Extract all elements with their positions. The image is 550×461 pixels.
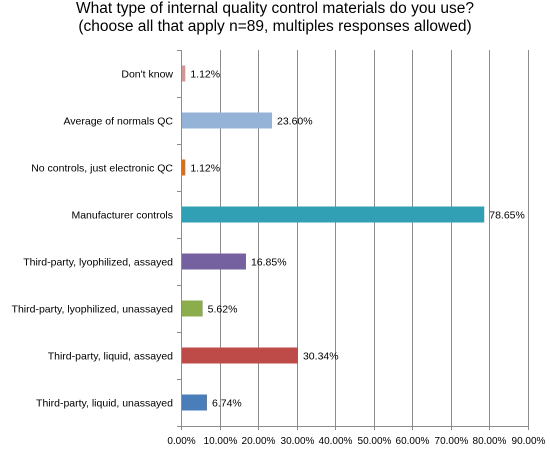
category-label: No controls, just electronic QC xyxy=(31,163,173,175)
x-tick-label: 20.00% xyxy=(242,436,276,447)
labels: 0.00% 10.00% 20.00% 30.00% 40.00% 50.00% 60.00… xyxy=(12,69,546,448)
category-label: Don't know xyxy=(121,69,173,81)
data-label: 16.85% xyxy=(251,257,287,269)
bars xyxy=(182,65,485,411)
bar xyxy=(182,253,246,270)
category-label: Average of normals QC xyxy=(63,116,173,128)
category-label: Third-party, liquid, unassayed xyxy=(36,398,173,410)
data-label: 1.12% xyxy=(190,163,220,175)
category-label: Third-party, lyophilized, assayed xyxy=(23,257,173,269)
bar xyxy=(182,65,186,82)
bar xyxy=(182,347,298,364)
chart-title-line-1: What type of internal quality control ma… xyxy=(75,0,475,17)
bar xyxy=(182,159,186,176)
x-tick-label: 40.00% xyxy=(319,436,353,447)
category-label: Manufacturer controls xyxy=(71,210,173,222)
bar xyxy=(182,394,207,411)
x-tick-label: 0.00% xyxy=(167,436,195,447)
bar xyxy=(182,300,203,317)
x-tick-label: 50.00% xyxy=(358,436,392,447)
x-tick-label: 60.00% xyxy=(396,436,430,447)
data-label: 23.60% xyxy=(277,116,313,128)
gridlines xyxy=(220,50,529,426)
data-label: 30.34% xyxy=(303,351,339,363)
x-tick-label: 80.00% xyxy=(473,436,507,447)
axes xyxy=(177,50,529,430)
chart-title-line-2: (choose all that apply n=89, multiples r… xyxy=(78,18,472,35)
data-label: 1.12% xyxy=(190,69,220,81)
x-tick-label: 10.00% xyxy=(204,436,238,447)
x-tick-label: 90.00% xyxy=(512,436,546,447)
x-tick-label: 30.00% xyxy=(281,436,315,447)
category-label: Third-party, liquid, assayed xyxy=(48,351,173,363)
x-tick-label: 70.00% xyxy=(435,436,469,447)
bar xyxy=(182,206,485,223)
bar xyxy=(182,112,272,129)
data-label: 6.74% xyxy=(212,398,242,410)
data-label: 78.65% xyxy=(489,210,525,222)
chart-title: What type of internal quality control ma… xyxy=(0,0,550,36)
data-label: 5.62% xyxy=(208,304,238,316)
category-label: Third-party, lyophilized, unassayed xyxy=(12,304,174,316)
